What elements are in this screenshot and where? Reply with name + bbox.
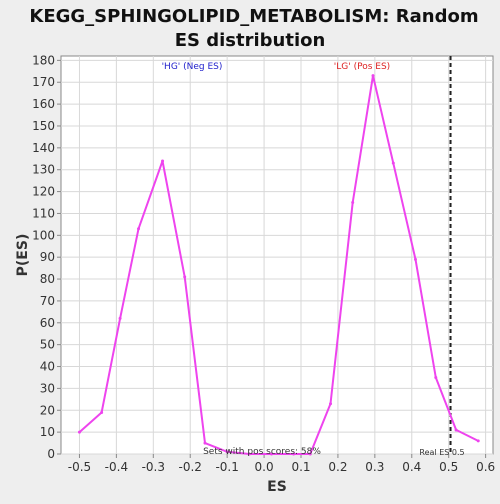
y-tick-label: 160 bbox=[32, 97, 55, 111]
es-data-point bbox=[161, 159, 165, 163]
es-data-point bbox=[476, 439, 480, 443]
y-axis-label: P(ES) bbox=[15, 234, 31, 277]
es-data-point bbox=[247, 452, 251, 456]
es-data-point bbox=[308, 452, 312, 456]
es-data-point bbox=[225, 450, 229, 454]
es-data-point bbox=[269, 452, 273, 456]
grid-lines bbox=[61, 56, 493, 455]
x-tick-label: 0.5 bbox=[439, 460, 458, 474]
es-data-point bbox=[454, 428, 458, 432]
es-data-point bbox=[203, 441, 207, 445]
es-series-line bbox=[78, 74, 479, 455]
x-tick-label: 0.3 bbox=[365, 460, 384, 474]
plot-area bbox=[60, 55, 494, 455]
y-tick-label: 180 bbox=[32, 53, 55, 67]
x-tick-label: 0.2 bbox=[328, 460, 347, 474]
y-tick-label: 90 bbox=[40, 250, 55, 264]
es-data-point bbox=[391, 161, 395, 165]
es-data-point bbox=[137, 227, 141, 231]
x-tick-label: 0.4 bbox=[402, 460, 421, 474]
chart-title-line2: ES distribution bbox=[175, 30, 326, 51]
es-data-point bbox=[292, 452, 296, 456]
y-tick-label: 60 bbox=[40, 316, 55, 330]
y-tick-label: 30 bbox=[40, 381, 55, 395]
es-data-point bbox=[118, 316, 122, 320]
es-data-point bbox=[329, 402, 333, 406]
y-tick-label: 150 bbox=[32, 119, 55, 133]
x-tick-label: -0.4 bbox=[105, 460, 128, 474]
y-tick-label: 70 bbox=[40, 294, 55, 308]
es-data-point bbox=[371, 74, 375, 78]
es-data-point bbox=[351, 201, 355, 205]
es-data-point bbox=[183, 275, 187, 279]
y-tick-label: 110 bbox=[32, 206, 55, 220]
y-tick-label: 170 bbox=[32, 75, 55, 89]
chart-title-line1: KEGG_SPHINGOLIPID_METABOLISM: Random bbox=[29, 6, 478, 27]
y-tick-label: 130 bbox=[32, 163, 55, 177]
y-tick-label: 10 bbox=[40, 425, 55, 439]
es-data-point bbox=[100, 410, 104, 414]
pos-es-label: 'LG' (Pos ES) bbox=[334, 62, 390, 72]
y-tick-label: 0 bbox=[47, 447, 55, 461]
y-tick-label: 140 bbox=[32, 141, 55, 155]
y-tick-label: 100 bbox=[32, 228, 55, 242]
y-tick-label: 50 bbox=[40, 338, 55, 352]
neg-es-label: 'HG' (Neg ES) bbox=[162, 62, 223, 72]
y-tick-label: 40 bbox=[40, 360, 55, 374]
y-tick-label: 120 bbox=[32, 185, 55, 199]
x-tick-label: 0.0 bbox=[255, 460, 274, 474]
y-tick-label: 80 bbox=[40, 272, 55, 286]
x-tick-label: -0.5 bbox=[68, 460, 91, 474]
series-layer bbox=[77, 74, 480, 456]
real-es-text: Real ES 0.5 bbox=[419, 448, 464, 457]
es-data-point bbox=[77, 430, 81, 434]
x-axis-label: ES bbox=[267, 479, 287, 495]
x-tick-label: -0.3 bbox=[142, 460, 165, 474]
es-data-point bbox=[413, 257, 417, 261]
x-tick-label: 0.1 bbox=[291, 460, 310, 474]
sets-pos-scores-text: Sets with pos scores: 58% bbox=[203, 447, 321, 457]
x-tick-label: 0.6 bbox=[476, 460, 495, 474]
axes: 0 10 20 30 40 50 60 70 80 90 100 110 120 130 140 150 160… bbox=[32, 53, 495, 474]
es-data-point bbox=[434, 375, 438, 379]
x-tick-label: -0.1 bbox=[215, 460, 238, 474]
x-tick-label: -0.2 bbox=[179, 460, 202, 474]
y-tick-label: 20 bbox=[40, 403, 55, 417]
